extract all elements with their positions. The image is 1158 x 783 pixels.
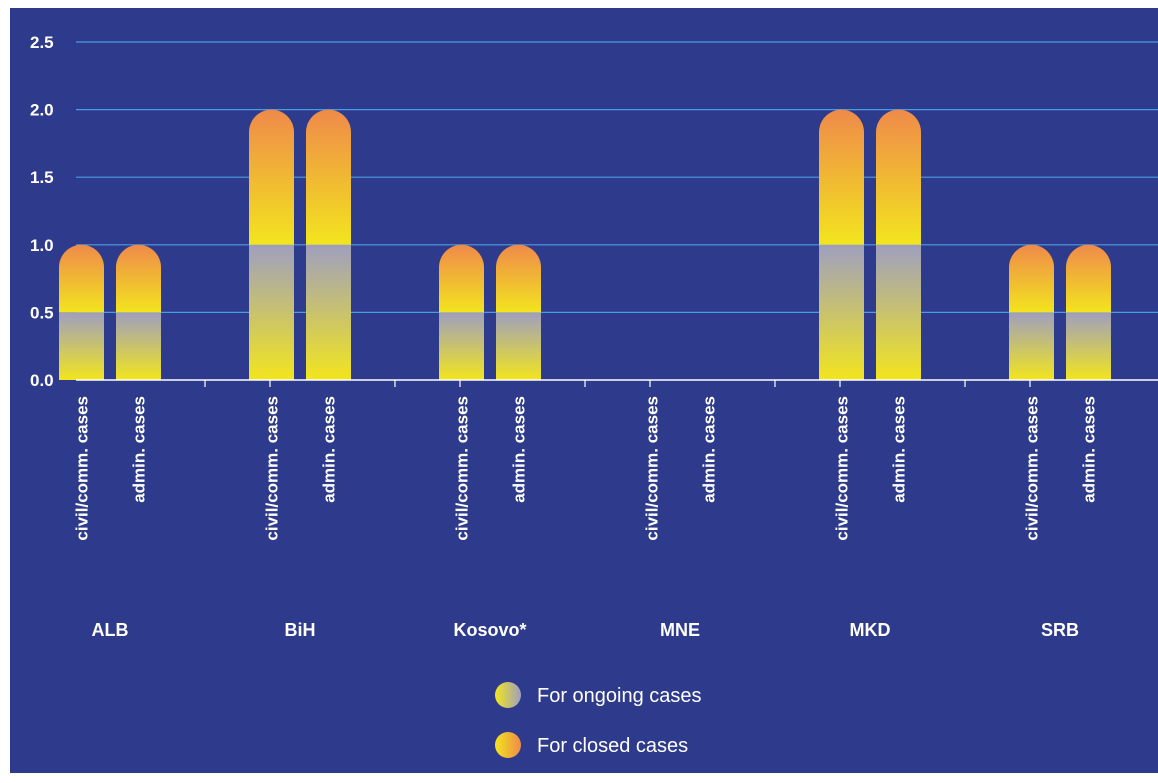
grid-lines: 0.0 0.5 1.0 1.5 2.0 2.5 (30, 33, 1158, 390)
bar-ongoing-ALB-civil (59, 312, 104, 380)
category-label: admin. cases (130, 396, 149, 503)
bar-closed-Kosovo*-civil (439, 244, 484, 313)
y-tick-label: 1.5 (30, 168, 54, 187)
y-tick-label: 2.0 (30, 101, 54, 120)
bar-ongoing-BiH-admin (306, 244, 351, 380)
bar-ongoing-ALB-admin (116, 312, 161, 380)
category-label: civil/comm. cases (453, 396, 472, 541)
bar-ongoing-MKD-admin (876, 244, 921, 380)
category-label: civil/comm. cases (643, 396, 662, 541)
bar-ongoing-BiH-civil (249, 244, 294, 380)
bar-ongoing-MKD-civil (819, 244, 864, 380)
group-label: MNE (660, 620, 700, 640)
category-label: admin. cases (700, 396, 719, 503)
group-label: MKD (850, 620, 891, 640)
category-label: civil/comm. cases (263, 396, 282, 541)
category-label: civil/comm. cases (1023, 396, 1042, 541)
bar-ongoing-SRB-admin (1066, 312, 1111, 380)
x-axis (76, 379, 1158, 387)
bar-closed-BiH-civil (249, 109, 294, 245)
bar-ongoing-Kosovo*-civil (439, 312, 484, 380)
category-label: admin. cases (890, 396, 909, 503)
legend-label-ongoing: For ongoing cases (537, 685, 702, 707)
bar-closed-MKD-admin (876, 109, 921, 245)
group-label: SRB (1041, 620, 1079, 640)
bars (59, 109, 1111, 380)
y-tick-label: 0.5 (30, 303, 54, 322)
bar-closed-ALB-civil (59, 244, 104, 313)
bar-closed-SRB-civil (1009, 244, 1054, 313)
bar-closed-BiH-admin (306, 109, 351, 245)
bar-closed-Kosovo*-admin (496, 244, 541, 313)
y-tick-label: 1.0 (30, 236, 54, 255)
category-label: admin. cases (510, 396, 529, 503)
category-label: civil/comm. cases (73, 396, 92, 541)
bar-ongoing-Kosovo*-admin (496, 312, 541, 380)
bar-closed-SRB-admin (1066, 244, 1111, 313)
group-label: ALB (92, 620, 129, 640)
chart-container: 0.0 0.5 1.0 1.5 2.0 2.5 civil/comm. cases admi… (10, 8, 1158, 773)
legend-swatch-ongoing (495, 682, 521, 708)
group-label: BiH (285, 620, 316, 640)
bar-ongoing-SRB-civil (1009, 312, 1054, 380)
category-label: admin. cases (1080, 396, 1099, 503)
legend: For ongoing cases For closed cases (495, 682, 702, 758)
group-label: Kosovo* (453, 620, 526, 640)
legend-label-closed: For closed cases (537, 735, 688, 757)
bar-closed-ALB-admin (116, 244, 161, 313)
category-label: admin. cases (320, 396, 339, 503)
stacked-bar-chart: 0.0 0.5 1.0 1.5 2.0 2.5 civil/comm. cases admi… (30, 33, 1158, 758)
y-tick-label: 0.0 (30, 371, 54, 390)
category-label: civil/comm. cases (833, 396, 852, 541)
y-tick-label: 2.5 (30, 33, 54, 52)
legend-swatch-closed (495, 732, 521, 758)
bar-closed-MKD-civil (819, 109, 864, 245)
labels: civil/comm. cases admin. cases ALB civil/co… (73, 396, 1099, 640)
